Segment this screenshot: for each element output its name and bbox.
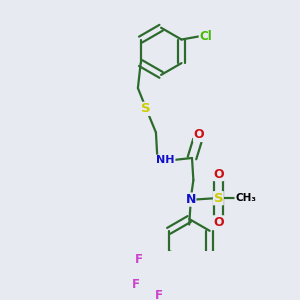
Text: S: S	[141, 102, 151, 116]
Text: NH: NH	[156, 155, 175, 165]
Text: N: N	[185, 193, 196, 206]
Text: F: F	[155, 289, 163, 300]
Text: O: O	[194, 128, 204, 142]
Text: O: O	[213, 216, 224, 229]
Text: Cl: Cl	[199, 30, 212, 43]
Text: CH₃: CH₃	[235, 193, 256, 203]
Text: O: O	[213, 168, 224, 181]
Text: S: S	[214, 192, 223, 205]
Text: F: F	[135, 254, 143, 266]
Text: F: F	[131, 278, 140, 291]
